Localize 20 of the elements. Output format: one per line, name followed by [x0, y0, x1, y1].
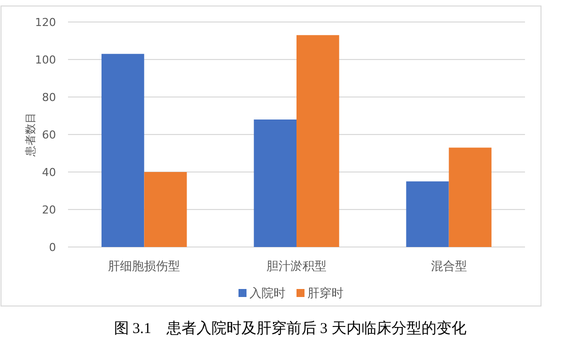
bar [296, 35, 340, 247]
x-tick-label: 混合型 [430, 259, 467, 273]
y-tick-label: 80 [42, 91, 56, 104]
legend-label: 肝穿时 [308, 286, 344, 300]
y-axis-title: 患者数目 [24, 112, 37, 158]
bar [144, 172, 187, 247]
x-tick-label: 胆汁淤积型 [266, 259, 326, 273]
y-tick-label: 60 [42, 128, 56, 142]
y-tick-label: 120 [35, 16, 56, 29]
legend-label: 入院时 [250, 286, 286, 300]
y-tick-label: 40 [42, 166, 56, 179]
bar [406, 181, 449, 247]
bar [102, 54, 144, 247]
text: 图 3.1 患者入院时及肝穿前后 3 天内临床分型的变化 [114, 320, 466, 337]
bar [254, 120, 296, 247]
y-tick-label: 100 [35, 54, 56, 66]
y-tick-label: 0 [49, 241, 56, 254]
bar [448, 148, 492, 247]
y-tick-label: 20 [42, 204, 56, 216]
x-tick-label: 肝细胞损伤型 [108, 259, 180, 273]
